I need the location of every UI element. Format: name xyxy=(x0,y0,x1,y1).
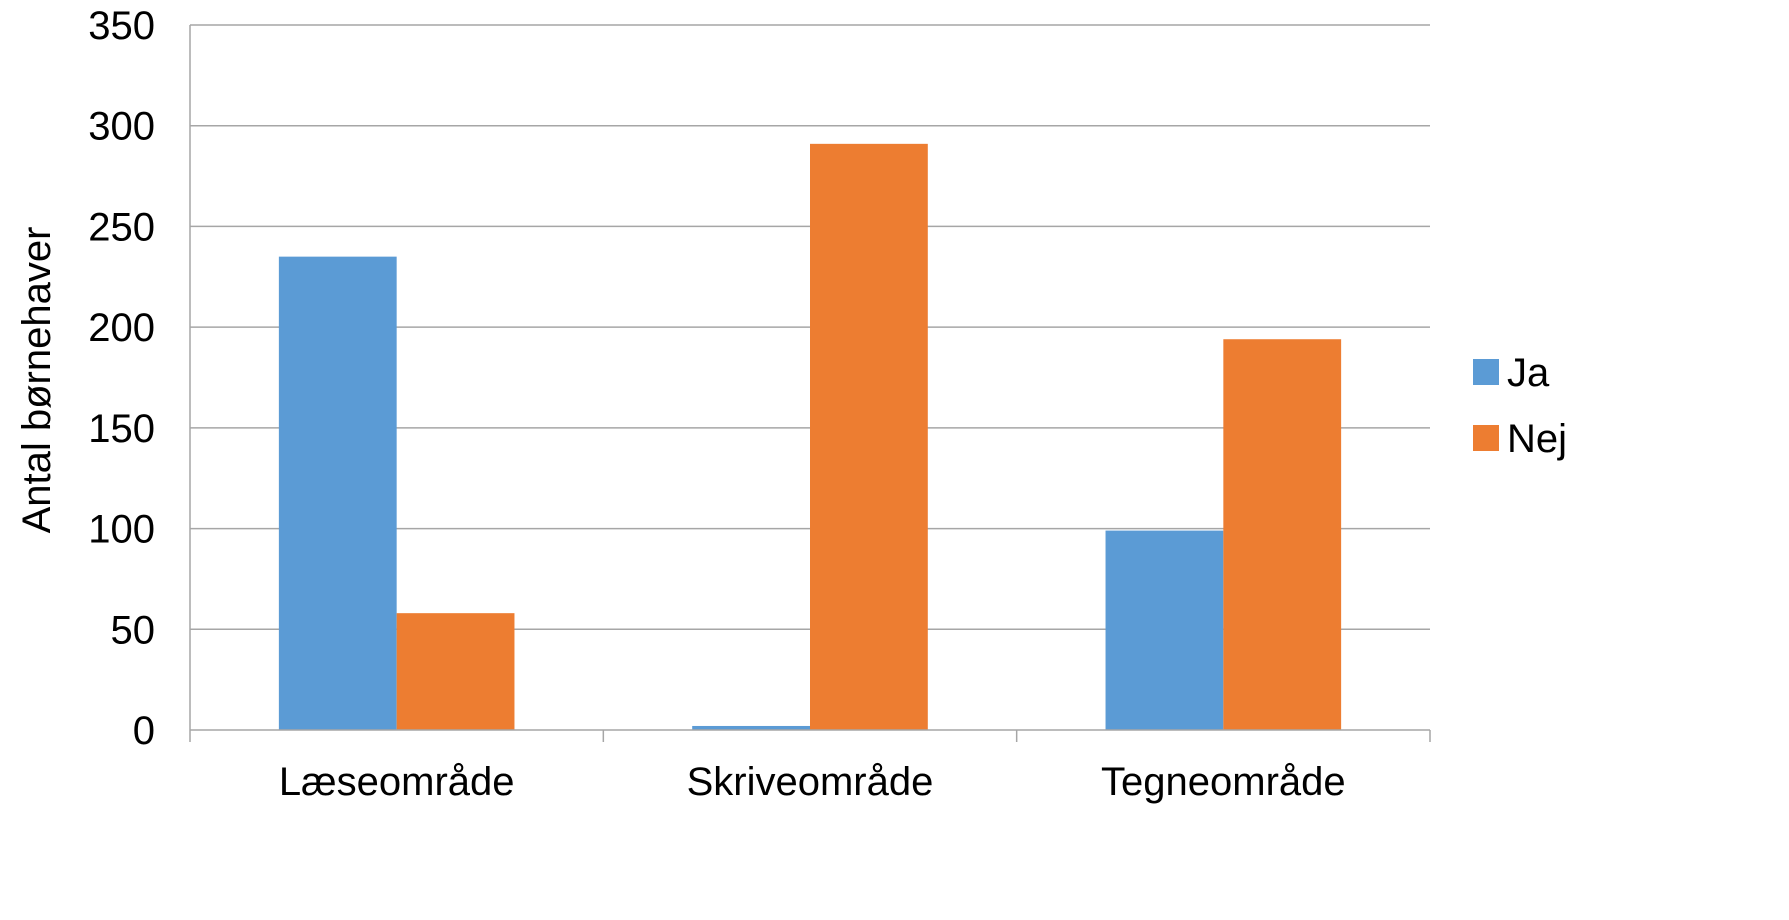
axes xyxy=(189,25,1431,742)
legend: Ja Nej xyxy=(1473,351,1567,461)
bar-nej-2 xyxy=(1223,339,1342,730)
y-axis-title: Antal børnehaver xyxy=(15,227,59,534)
bar-nej-0 xyxy=(396,613,515,730)
y-tick-label: 0 xyxy=(133,709,155,753)
x-category-label: Skriveområde xyxy=(687,760,934,804)
legend-swatch-nej xyxy=(1473,425,1499,451)
legend-label-ja: Ja xyxy=(1507,351,1550,395)
y-tick-label: 100 xyxy=(88,508,155,552)
y-tick-label: 350 xyxy=(88,4,155,48)
bars xyxy=(278,143,1342,731)
y-tick-label: 50 xyxy=(111,608,156,652)
bar-ja-0 xyxy=(278,256,397,730)
bar-ja-2 xyxy=(1105,530,1224,730)
legend-swatch-ja xyxy=(1473,359,1499,385)
bar-nej-1 xyxy=(810,143,928,731)
x-category-label: Læseområde xyxy=(279,760,515,804)
y-tick-label: 300 xyxy=(88,105,155,149)
x-category-labels: Læseområde Skriveområde Tegneområde xyxy=(279,760,1346,804)
y-tick-label: 200 xyxy=(88,306,155,350)
y-tick-labels: 0 50 100 150 200 250 300 350 xyxy=(88,4,155,753)
bar-ja-1 xyxy=(692,725,810,730)
legend-label-nej: Nej xyxy=(1507,417,1567,461)
x-category-label: Tegneområde xyxy=(1101,760,1346,804)
y-tick-label: 250 xyxy=(88,205,155,249)
y-tick-label: 150 xyxy=(88,407,155,451)
